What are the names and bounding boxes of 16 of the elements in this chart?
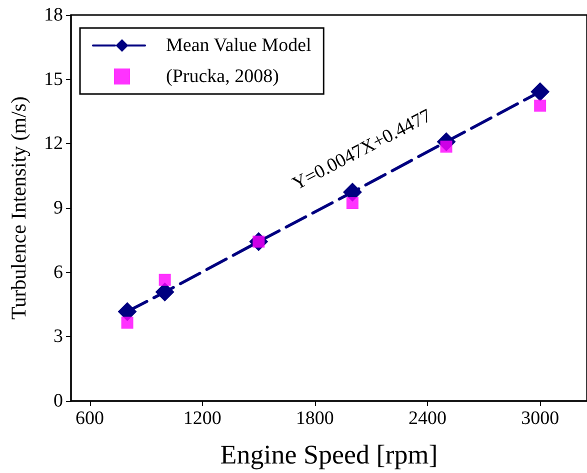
y-tick-label: 0	[54, 390, 63, 412]
x-tick-label: 1800	[296, 408, 334, 429]
y-tick-label: 12	[44, 133, 63, 154]
y-tick-label: 15	[44, 68, 63, 90]
x-tick-label: 600	[76, 408, 104, 429]
y-tick-label: 9	[54, 198, 63, 218]
y-tick-label: 18	[44, 4, 63, 26]
y-tick-label: 3	[54, 326, 63, 348]
y-tick-label: 6	[54, 262, 63, 283]
legend-label: (Prucka, 2008)	[166, 66, 279, 87]
x-tick-label: 3000	[521, 408, 560, 429]
x-tick-label: 1200	[183, 408, 222, 429]
y-axis-title: Turbulence Intensity (m/s)	[6, 96, 30, 320]
x-tick-label: 2400	[408, 408, 447, 429]
x-axis-title: Engine Speed [rpm]	[220, 440, 438, 470]
legend-label: Mean Value Model	[166, 35, 312, 56]
